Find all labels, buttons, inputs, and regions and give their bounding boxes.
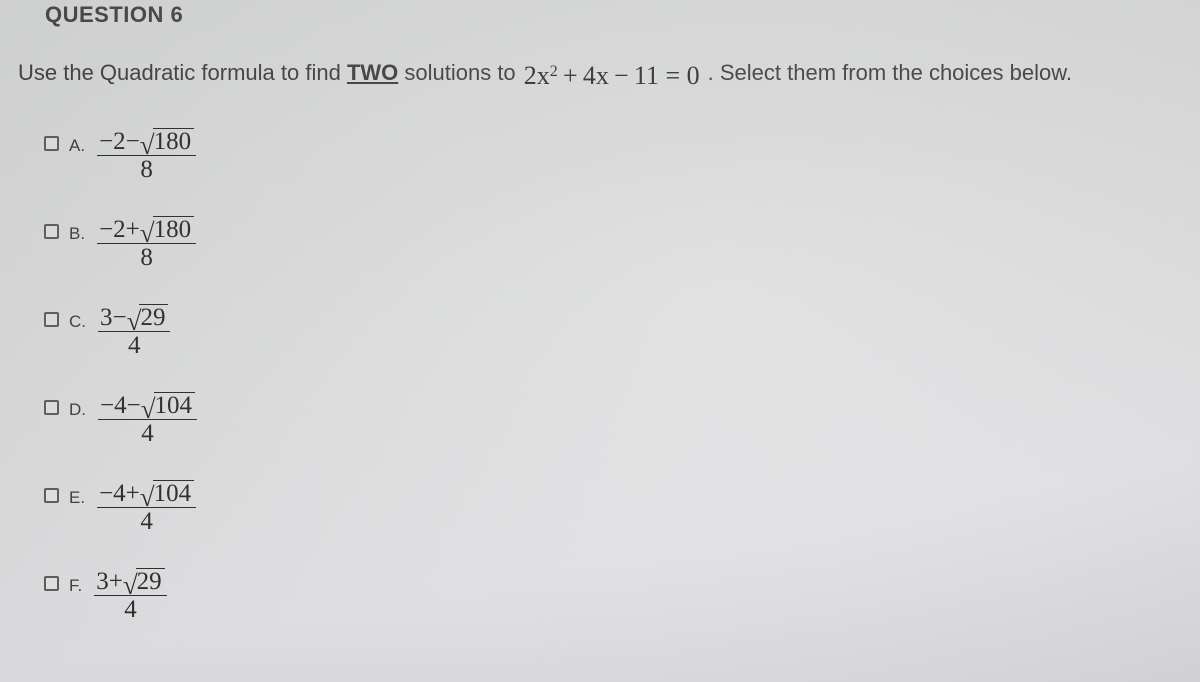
sqrt-icon: √29 bbox=[123, 568, 165, 594]
choice-row-a[interactable]: A. −2− √180 8 bbox=[44, 128, 197, 182]
numerator-left: 3− bbox=[100, 305, 127, 330]
choices-list: A. −2− √180 8 B. −2+ √180 8 C. 3− √29 bbox=[44, 128, 197, 622]
sqrt-icon: √29 bbox=[127, 304, 169, 330]
checkbox-f[interactable] bbox=[44, 576, 59, 591]
choice-row-d[interactable]: D. −4− √104 4 bbox=[44, 392, 197, 446]
instruction-tail: . Select them from the choices below. bbox=[708, 60, 1072, 85]
instruction-two-underlined: TWO bbox=[347, 60, 398, 85]
choice-fraction: −2+ √180 8 bbox=[97, 216, 196, 270]
sqrt-icon: √180 bbox=[140, 128, 194, 154]
choice-fraction: −2− √180 8 bbox=[97, 128, 196, 182]
choice-letter: B. bbox=[69, 224, 85, 244]
sqrt-icon: √180 bbox=[140, 216, 194, 242]
denominator: 8 bbox=[140, 156, 153, 182]
choice-fraction: 3− √29 4 bbox=[98, 304, 170, 358]
eq-equals: = bbox=[659, 61, 687, 90]
denominator: 4 bbox=[124, 596, 137, 622]
numerator-left: −4− bbox=[100, 393, 141, 418]
choice-fraction: −4− √104 4 bbox=[98, 392, 197, 446]
radicand: 104 bbox=[154, 392, 196, 418]
choice-letter: A. bbox=[69, 136, 85, 156]
checkbox-b[interactable] bbox=[44, 224, 59, 239]
instruction-equation: 2x2 + 4x − 11 = 0 bbox=[524, 61, 700, 91]
radicand: 29 bbox=[139, 304, 168, 330]
choice-letter: E. bbox=[69, 488, 85, 508]
instruction-mid: solutions to bbox=[398, 60, 522, 85]
eq-rhs: 0 bbox=[687, 61, 700, 90]
checkbox-c[interactable] bbox=[44, 312, 59, 327]
denominator: 4 bbox=[141, 420, 154, 446]
choice-letter: F. bbox=[69, 576, 82, 596]
numerator-left: −2− bbox=[99, 129, 140, 154]
checkbox-d[interactable] bbox=[44, 400, 59, 415]
eq-lhs-exp: 2 bbox=[550, 63, 558, 80]
numerator-left: 3+ bbox=[96, 569, 123, 594]
denominator: 4 bbox=[128, 332, 141, 358]
radicand: 180 bbox=[153, 128, 195, 154]
choice-letter: D. bbox=[69, 400, 86, 420]
choice-row-b[interactable]: B. −2+ √180 8 bbox=[44, 216, 197, 270]
denominator: 4 bbox=[140, 508, 153, 534]
sqrt-icon: √104 bbox=[141, 392, 195, 418]
choice-letter: C. bbox=[69, 312, 86, 332]
checkbox-e[interactable] bbox=[44, 488, 59, 503]
choice-fraction: 3+ √29 4 bbox=[94, 568, 166, 622]
choice-fraction: −4+ √104 4 bbox=[97, 480, 196, 534]
denominator: 8 bbox=[140, 244, 153, 270]
choice-row-e[interactable]: E. −4+ √104 4 bbox=[44, 480, 197, 534]
sqrt-icon: √104 bbox=[140, 480, 194, 506]
choice-row-f[interactable]: F. 3+ √29 4 bbox=[44, 568, 197, 622]
eq-lhs-rest: + 4x − 11 bbox=[558, 61, 659, 90]
question-header: QUESTION 6 bbox=[45, 2, 183, 28]
radicand: 29 bbox=[136, 568, 165, 594]
instruction-lead: Use the Quadratic formula to find bbox=[18, 60, 347, 85]
radicand: 104 bbox=[153, 480, 195, 506]
checkbox-a[interactable] bbox=[44, 136, 59, 151]
numerator-left: −2+ bbox=[99, 217, 140, 242]
eq-lhs-coef: 2x bbox=[524, 61, 550, 90]
radicand: 180 bbox=[153, 216, 195, 242]
question-instruction: Use the Quadratic formula to find TWO so… bbox=[18, 60, 1072, 91]
numerator-left: −4+ bbox=[99, 481, 140, 506]
choice-row-c[interactable]: C. 3− √29 4 bbox=[44, 304, 197, 358]
